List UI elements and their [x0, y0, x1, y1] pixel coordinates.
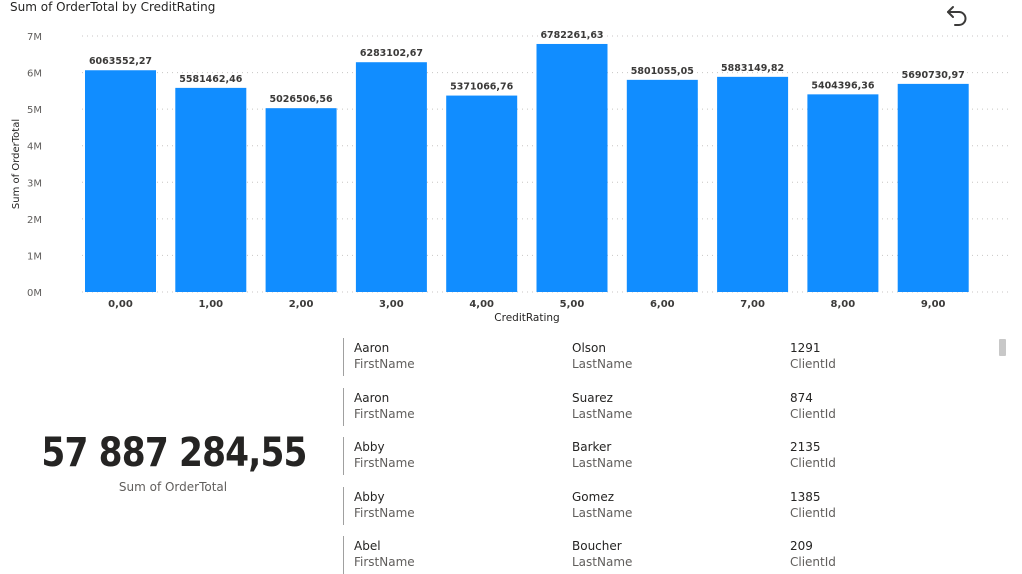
x-tick-label: 7,00: [740, 299, 765, 310]
x-tick-label: 8,00: [831, 299, 856, 310]
client-id-field: 209 ClientId: [790, 538, 836, 570]
last-name-field: Boucher LastName: [572, 538, 632, 570]
chart-title: Sum of OrderTotal by CreditRating: [10, 0, 216, 14]
client-card-list: Aaron FirstName Olson LastName 1291 ClientId A…: [343, 338, 1003, 574]
x-tick-label: 0,00: [108, 299, 133, 310]
first-name-value: Aaron: [354, 390, 390, 405]
y-tick-label: 2M: [27, 215, 42, 226]
first-name-field: Aaron FirstName: [354, 390, 415, 422]
data-label: 6782261,63: [540, 30, 603, 41]
client-id-value: 874: [790, 390, 813, 405]
x-tick-label: 2,00: [289, 299, 314, 310]
bar: [355, 62, 427, 293]
last-name-field: Barker LastName: [572, 439, 632, 471]
bar: [446, 95, 518, 292]
data-label: 6283102,67: [360, 48, 423, 59]
bar: [85, 70, 156, 293]
data-label: 5404396,36: [811, 80, 874, 91]
data-label: 5371066,76: [450, 82, 513, 93]
y-tick-label: 4M: [27, 142, 42, 153]
client-id-label: ClientId: [790, 555, 836, 569]
first-name-value: Abel: [354, 539, 381, 553]
kpi-label: Sum of OrderTotal: [118, 480, 228, 494]
client-card-row[interactable]: Aaron FirstName Suarez LastName 874 ClientId: [343, 387, 1003, 426]
bar: [536, 43, 608, 292]
first-name-field: Abby FirstName: [354, 489, 415, 521]
last-name-field: Suarez LastName: [572, 390, 632, 422]
first-name-value: Abby: [354, 440, 385, 454]
scrollbar-thumb[interactable]: [999, 339, 1006, 356]
y-tick-label: 7M: [27, 32, 42, 43]
y-tick-label: 5M: [27, 105, 42, 116]
last-name-label: LastName: [572, 406, 633, 421]
client-id-value: 209: [790, 539, 813, 553]
client-id-field: 1291 ClientId: [790, 340, 836, 372]
last-name-label: LastName: [572, 357, 633, 371]
kpi-card: 57 887 284,55 Sum of OrderTotal: [20, 426, 326, 494]
bar: [626, 79, 698, 292]
client-card-row[interactable]: Abby FirstName Barker LastName 2135 ClientId: [343, 437, 1003, 475]
last-name-label: LastName: [572, 505, 633, 520]
client-id-value: 1291: [790, 341, 821, 355]
first-name-field: Abel FirstName: [354, 538, 415, 570]
client-id-field: 2135 ClientId: [790, 439, 836, 471]
first-name-value: Abby: [354, 489, 385, 504]
client-id-label: ClientId: [790, 406, 836, 421]
bar: [265, 108, 337, 292]
x-tick-label: 3,00: [379, 299, 404, 310]
x-tick-label: 1,00: [198, 299, 223, 310]
first-name-label: FirstName: [354, 456, 415, 470]
x-tick-label: 4,00: [469, 299, 494, 310]
first-name-field: Aaron FirstName: [354, 340, 415, 372]
client-card-row[interactable]: Abel FirstName Boucher LastName 209 ClientId: [343, 536, 1003, 574]
client-id-label: ClientId: [790, 505, 836, 520]
client-id-label: ClientId: [790, 357, 836, 371]
data-label: 5026506,56: [270, 94, 333, 105]
x-tick-label: 9,00: [921, 299, 946, 310]
client-id-field: 874 ClientId: [790, 390, 836, 422]
last-name-value: Olson: [572, 341, 606, 355]
bar: [807, 94, 879, 292]
y-tick-label: 6M: [27, 69, 42, 80]
last-name-value: Barker: [572, 440, 612, 454]
client-id-value: 1385: [790, 489, 821, 504]
y-axis-title: Sum of OrderTotal: [11, 119, 22, 209]
data-label: 5690730,97: [902, 70, 965, 81]
data-label: 5801055,05: [631, 66, 694, 77]
first-name-value: Aaron: [354, 341, 390, 355]
first-name-label: FirstName: [354, 555, 415, 569]
first-name-field: Abby FirstName: [354, 439, 415, 471]
client-id-label: ClientId: [790, 456, 836, 470]
client-card-row[interactable]: Aaron FirstName Olson LastName 1291 ClientId: [343, 338, 1003, 376]
x-tick-label: 6,00: [650, 299, 675, 310]
undo-icon: [947, 6, 967, 26]
last-name-value: Boucher: [572, 539, 622, 553]
first-name-label: FirstName: [354, 406, 415, 421]
undo-button[interactable]: [942, 2, 972, 30]
bar-chart: 0M 1M 2M 3M 4M 5M 6M 7M 6063552,27 0,00 5581462,46…: [11, 30, 1012, 324]
client-id-field: 1385 ClientId: [790, 489, 836, 521]
data-label: 5883149,82: [721, 63, 784, 74]
y-tick-label: 3M: [27, 178, 42, 189]
last-name-value: Suarez: [572, 390, 613, 405]
first-name-label: FirstName: [354, 357, 415, 371]
y-tick-label: 1M: [27, 251, 42, 262]
x-tick-label: 5,00: [560, 299, 585, 310]
y-tick-label: 0M: [27, 288, 42, 299]
bar: [175, 87, 247, 292]
first-name-label: FirstName: [354, 505, 415, 520]
data-label: 5581462,46: [179, 74, 242, 85]
bar: [897, 83, 969, 292]
last-name-field: Olson LastName: [572, 340, 632, 372]
data-label: 6063552,27: [89, 56, 152, 67]
last-name-field: Gomez LastName: [572, 489, 632, 521]
client-id-value: 2135: [790, 440, 821, 454]
client-card-row[interactable]: Abby FirstName Gomez LastName 1385 ClientId: [343, 486, 1003, 525]
last-name-label: LastName: [572, 555, 633, 569]
x-axis-title: CreditRating: [494, 312, 559, 324]
bar: [717, 76, 789, 292]
last-name-label: LastName: [572, 456, 633, 470]
kpi-value: 57 887 284,55: [41, 430, 307, 476]
last-name-value: Gomez: [572, 489, 615, 504]
